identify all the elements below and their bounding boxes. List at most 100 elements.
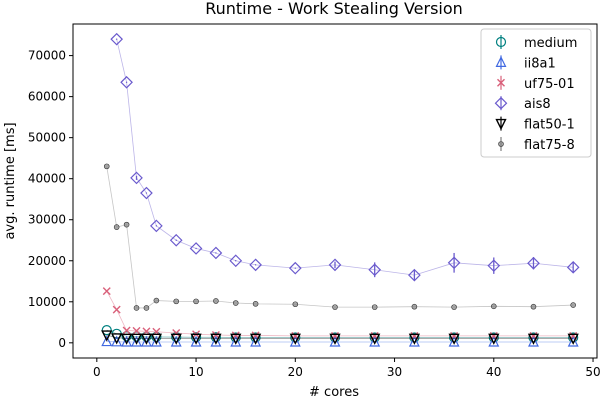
data-point [448,335,460,347]
y-axis: 0 10000 20000 30000 40000 50000 60000 70000 [28,49,73,350]
y-tick-label: 60000 [28,90,66,104]
y-tick-label: 50000 [28,131,66,145]
data-point [570,302,576,308]
data-point [213,298,219,304]
data-point [209,246,223,260]
data-point-center [254,264,257,266]
data-point-center [125,81,128,83]
data-point [111,335,123,347]
data-point [140,335,152,347]
data-point [289,335,301,347]
data-point [130,333,143,345]
data-point [153,297,160,304]
legend-label: medium [524,36,577,51]
x-tick-label: 30 [387,365,402,379]
data-point [230,333,242,345]
x-tick-label: 50 [585,365,600,379]
legend-entry-ii8a1: ii8a1 [495,55,556,71]
data-point [172,328,181,337]
data-point [249,333,262,345]
data-point [530,303,537,310]
y-tick-label: 40000 [28,172,66,186]
data-point [121,331,132,342]
data-point-center [195,247,197,250]
y-tick-label: 70000 [28,49,66,63]
x-axis: 0 10 20 30 40 50 [93,358,600,379]
legend-marker [495,36,507,48]
data-point [111,333,123,345]
y-tick-label: 30000 [28,213,66,227]
legend-label: flat50-1 [524,118,575,133]
data-point [230,335,242,347]
data-point [143,305,150,311]
data-point [193,298,199,305]
x-axis-label: # cores [309,385,359,400]
data-point [120,75,133,89]
data-point [210,333,222,345]
data-point [170,333,182,345]
data-point [332,304,338,310]
data-point [132,326,141,335]
data-point [210,335,222,347]
y-tick-label: 0 [58,336,66,350]
data-point [411,303,418,310]
data-point [101,324,112,336]
data-point [408,335,420,347]
data-point [490,303,497,310]
series-flat50-1 [101,330,579,345]
data-point [368,263,382,277]
data-point [292,301,299,308]
data-point-center [145,192,148,194]
data-point-center [215,252,217,254]
data-point-center [235,260,237,262]
legend-box [480,28,592,158]
data-point [170,335,182,347]
data-point [112,305,121,314]
data-point [122,326,131,335]
y-axis-label: avg. runtime [ms] [3,122,18,239]
data-point [252,301,259,307]
legend-entry-medium: medium [495,35,577,51]
plot-area [72,23,598,359]
data-point [451,304,457,310]
data-point [329,335,341,347]
data-point [527,333,540,345]
data-point [150,219,163,233]
legend-label: uf75-01 [524,77,575,92]
data-point [120,333,133,345]
data-point [369,335,381,347]
data-point [408,333,421,345]
plot-frame [72,23,598,359]
legend-label: ais8 [524,97,551,112]
y-tick-label: 10000 [28,295,66,309]
data-point [488,335,500,347]
x-tick-label: 0 [93,365,101,379]
series-line [106,334,574,339]
legend-entry-flat50-1: flat50-1 [495,116,575,133]
data-point [369,333,381,345]
y-tick-label: 20000 [28,254,66,268]
data-point-center [155,225,158,227]
data-point [447,256,461,270]
data-point [103,163,110,170]
legend-entry-flat75-8: flat75-8 [498,137,575,153]
data-point [131,331,142,342]
data-point [101,335,113,347]
data-point [140,186,153,200]
data-point [567,335,579,347]
data-point [190,335,202,347]
series-layer [101,32,580,347]
data-point [288,261,302,275]
data-point [133,305,140,311]
legend-label: flat75-8 [524,138,575,153]
data-point [232,300,239,306]
data-point [408,268,421,282]
data-point [448,333,460,345]
data-point [189,242,203,255]
legend-entry-uf75-01: uf75-01 [497,75,575,92]
legend-label: ii8a1 [524,56,556,71]
legend-marker [495,118,507,131]
series-ais8 [110,32,580,282]
data-point [110,32,124,46]
